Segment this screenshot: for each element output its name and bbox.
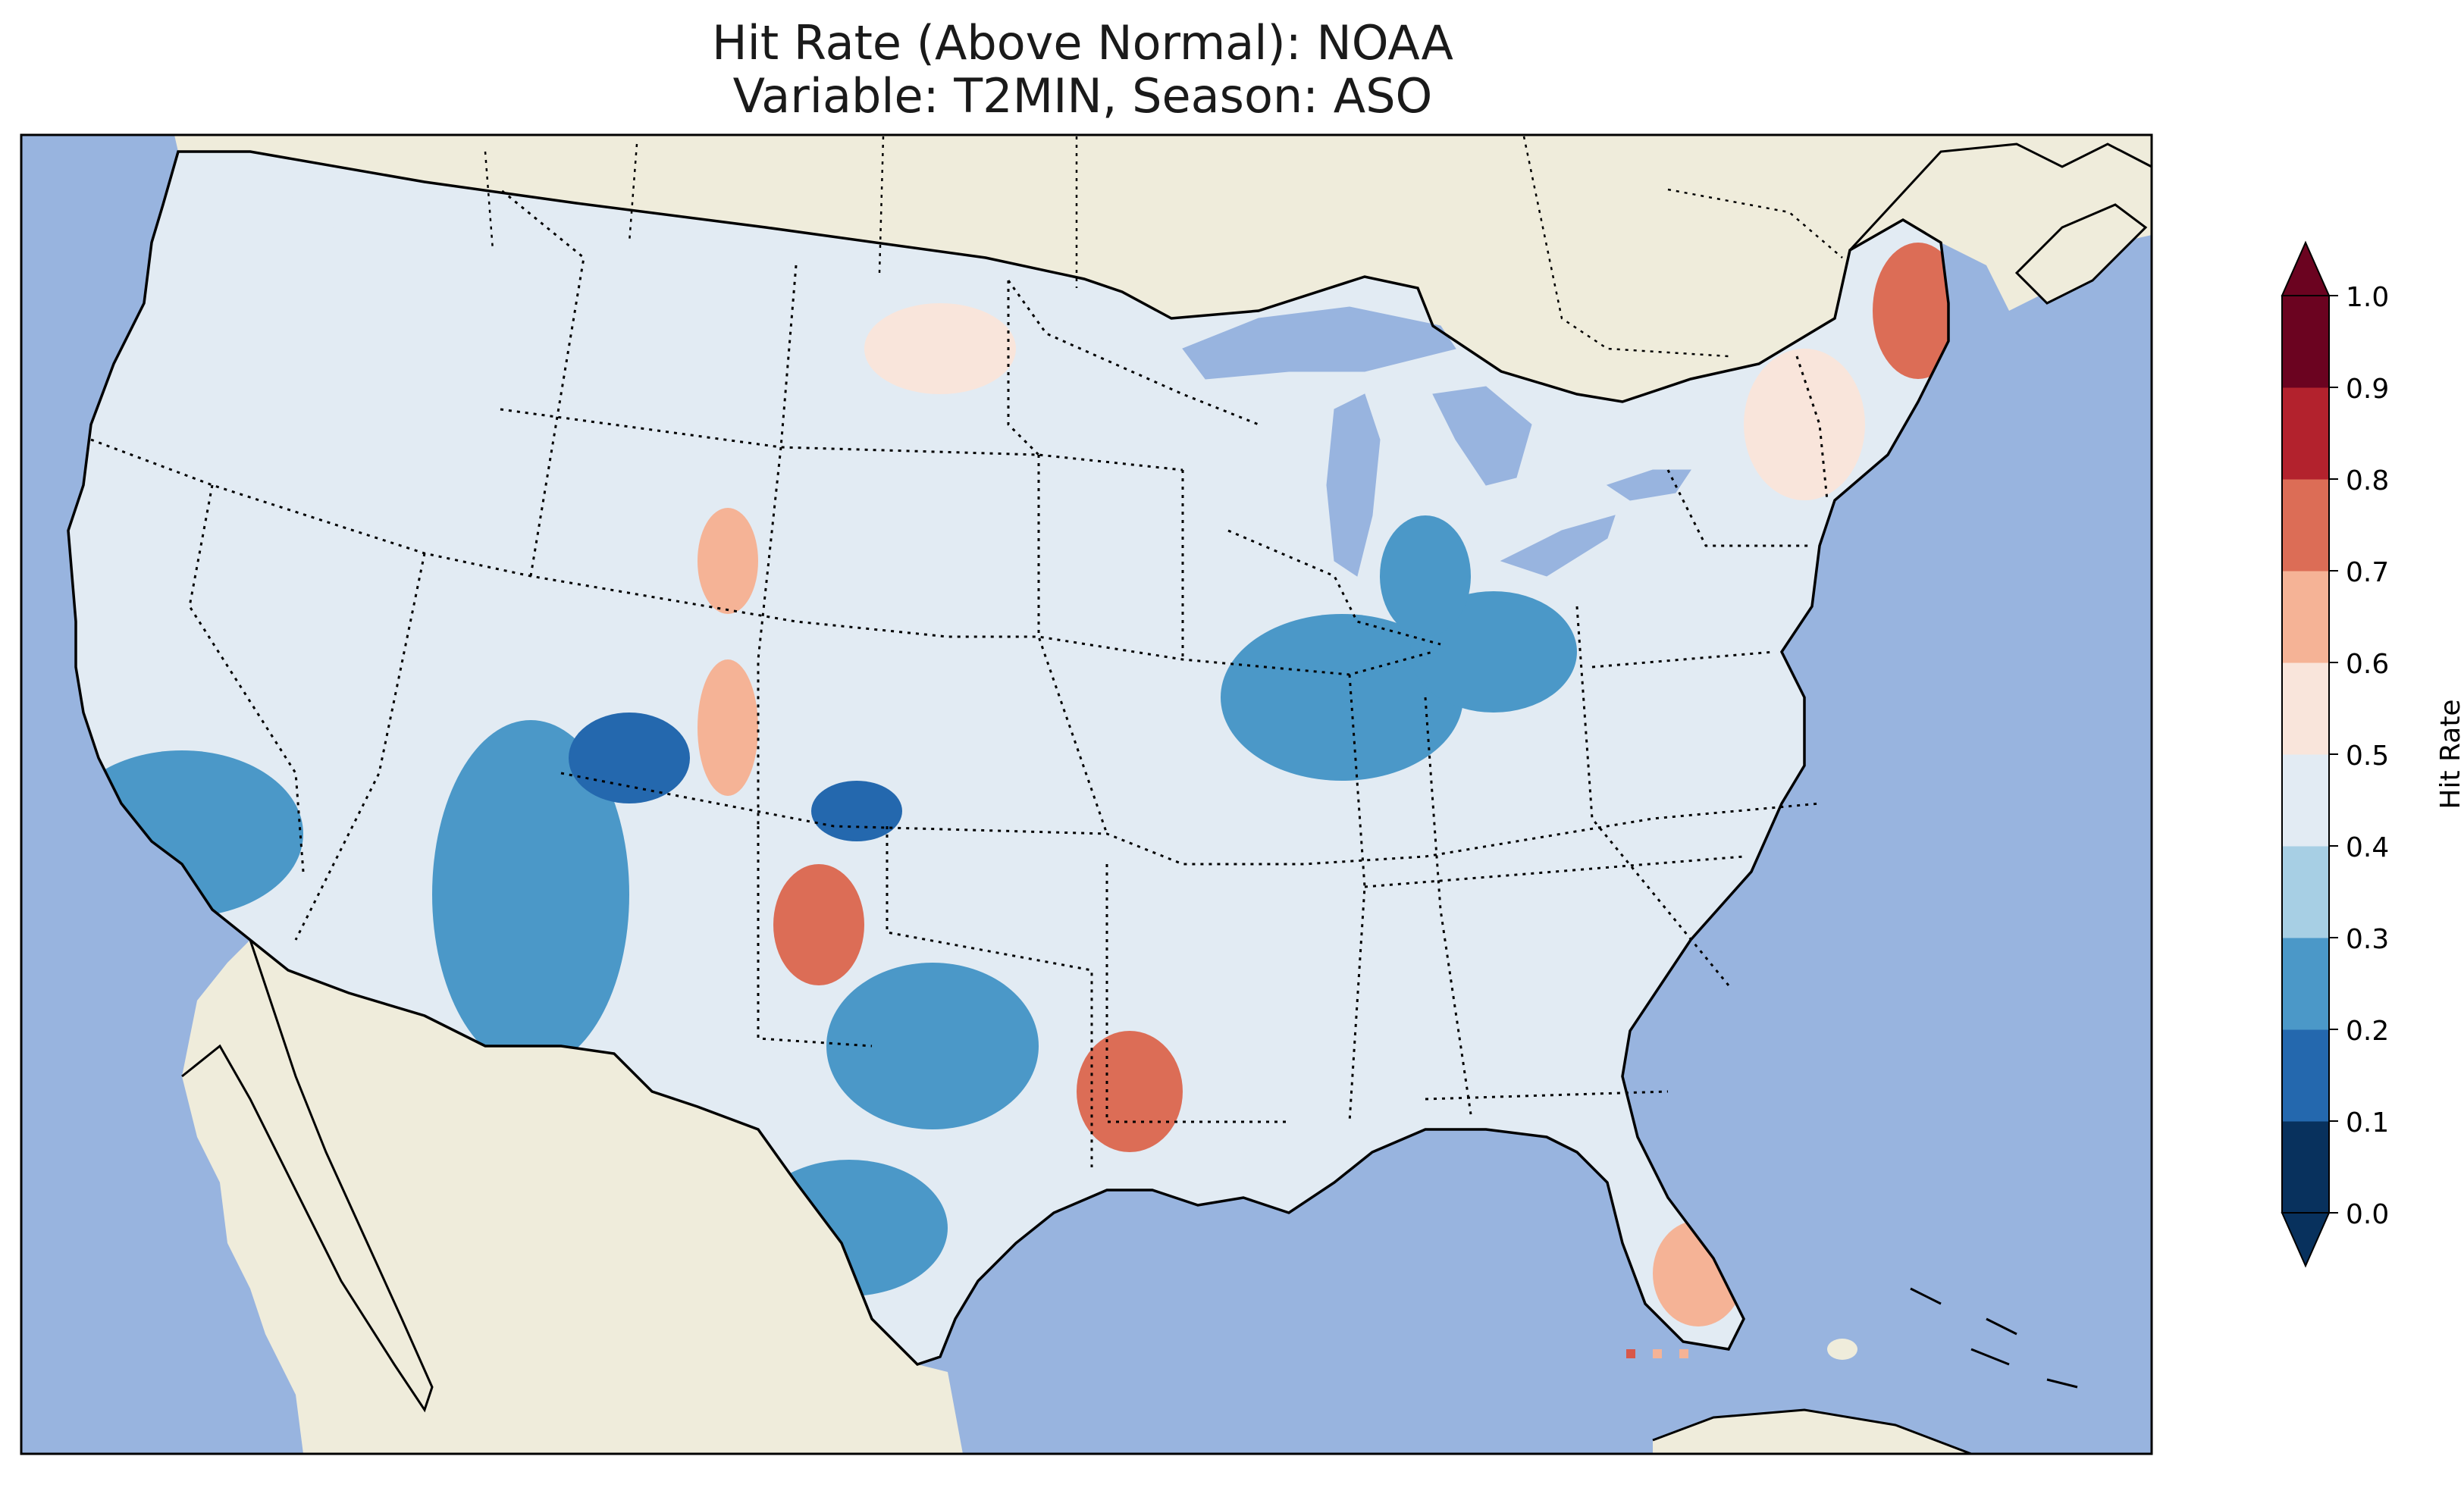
nova-scotia-land — [2017, 205, 2146, 303]
chart-title-line2: Variable: T2MIN, Season: ASO — [732, 68, 1433, 124]
hit-rate-region — [698, 659, 758, 796]
colorbar-segment — [2282, 571, 2329, 663]
mexico-land — [182, 940, 963, 1454]
hit-rate-region — [1463, 788, 1645, 910]
canada-land — [174, 135, 2152, 402]
colorbar-segment — [2282, 1029, 2329, 1122]
lake-erie — [1500, 515, 1616, 577]
baja-peninsula — [182, 940, 432, 1410]
keys-dots — [1626, 1349, 1688, 1358]
hit-rate-region — [773, 864, 864, 985]
hit-rate-region — [811, 781, 902, 841]
colorbar-extend-min — [2281, 1212, 2331, 1268]
colorbar-label: Hit Rate — [2435, 699, 2464, 809]
colorbar-tick-label: 0.2 — [2346, 1016, 2389, 1047]
great-lakes — [1182, 306, 1691, 577]
colorbar-segment — [2282, 1121, 2329, 1214]
colorbar-segment — [2282, 662, 2329, 755]
hit-rate-region — [152, 189, 349, 356]
colorbar-tick-label: 0.0 — [2346, 1199, 2389, 1230]
colorbar-tick-label: 0.7 — [2346, 557, 2389, 588]
lake-huron — [1432, 386, 1532, 486]
cuba-land — [1653, 1410, 1971, 1454]
colorbar-tick-label: 0.8 — [2346, 465, 2389, 496]
colorbar-tick-label: 1.0 — [2346, 282, 2389, 313]
hit-rate-region — [826, 963, 1039, 1129]
colorbar-segment — [2282, 296, 2329, 388]
hit-rate-region — [432, 720, 629, 1069]
colorbar-segment — [2282, 754, 2329, 847]
state-borders — [90, 188, 1829, 1167]
colorbar-segment — [2282, 846, 2329, 938]
chart-title-line1: Hit Rate (Above Normal): NOAA — [712, 15, 1453, 70]
bahamas-island — [1827, 1339, 1857, 1360]
lake-michigan — [1326, 393, 1381, 577]
colorbar-segment — [2282, 479, 2329, 572]
hit-rate-region — [1380, 515, 1471, 637]
hit-rate-region — [698, 508, 758, 614]
colorbar-tick-label: 0.4 — [2346, 832, 2389, 863]
hit-rate-region — [1221, 455, 1357, 546]
hit-rate-region — [1077, 1031, 1183, 1152]
lake-superior — [1182, 306, 1456, 380]
colorbar: 0.0 0.1 0.2 0.3 0.4 0.5 0.6 0.7 0.8 0.9 1.0 Hit Rat… — [2281, 240, 2464, 1268]
colorbar-tick-label: 0.6 — [2346, 649, 2389, 680]
hit-rate-region — [1221, 614, 1463, 781]
hit-rate-region — [864, 303, 1016, 394]
canada-borders — [484, 136, 1843, 358]
map-frame — [20, 133, 2153, 1455]
coastline-other — [181, 143, 2152, 1454]
hit-rate-region — [1873, 243, 1948, 379]
colorbar-segment — [2282, 938, 2329, 1030]
colorbar-tick-label: 0.3 — [2346, 924, 2389, 955]
colorbar-segment — [2282, 387, 2329, 480]
hit-rate-region — [1744, 349, 1865, 500]
colorbar-tick-label: 0.1 — [2346, 1107, 2389, 1139]
colorbar-tick-label: 0.9 — [2346, 374, 2389, 405]
colorbar-tick-label: 0.5 — [2346, 741, 2389, 772]
colorbar-extend-max — [2281, 240, 2331, 296]
lake-ontario — [1606, 469, 1691, 501]
hit-rate-region — [569, 713, 690, 803]
